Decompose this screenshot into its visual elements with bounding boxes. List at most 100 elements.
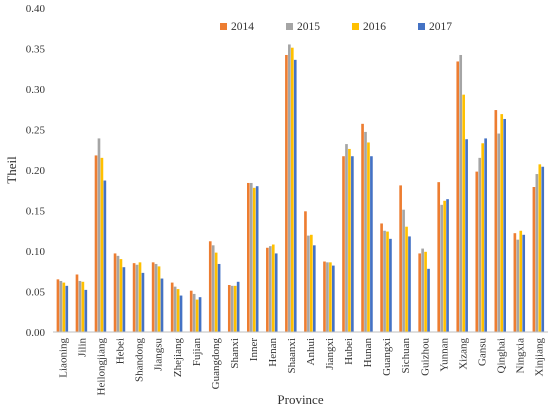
y-tick-label: 0.40 <box>26 3 46 15</box>
bar-2016-qinghai <box>500 114 504 332</box>
bar-2016-hunan <box>367 142 370 332</box>
bar-2014-shaanxi <box>285 54 288 332</box>
y-axis-title: Theil <box>4 156 19 184</box>
x-tick-label: Fujian <box>191 338 203 367</box>
bar-2017-xinjiang <box>541 166 545 332</box>
bar-2014-liaoning <box>56 279 60 332</box>
bar-2015-jiangxi <box>326 262 329 332</box>
bar-2016-xizang <box>462 94 465 332</box>
bar-2014-anhui <box>304 211 307 332</box>
x-tick-label: Xinjiang <box>533 338 545 377</box>
x-tick-label: Shanxi <box>229 338 241 369</box>
bar-2016-liaoning <box>62 282 66 332</box>
bar-2014-hunan <box>361 123 364 332</box>
bar-2015-jiangsu <box>154 263 158 332</box>
bar-2015-shaanxi <box>288 44 291 332</box>
y-tick-label: 0.10 <box>26 246 46 258</box>
x-tick-label: Shaanxi <box>286 338 298 373</box>
bar-2015-fujian <box>192 293 196 332</box>
bar-2015-guangxi <box>383 230 386 332</box>
bar-2017-qinghai <box>503 118 506 332</box>
x-tick-label: Sichuan <box>400 338 412 374</box>
bar-2015-hebei <box>116 255 120 332</box>
bar-2014-hubei <box>342 156 345 332</box>
x-tick-label: Guangxi <box>381 338 393 376</box>
bar-2014-heilongjiang <box>94 155 98 332</box>
bar-2015-heilongjiang <box>97 138 101 332</box>
bar-2017-guangxi <box>389 238 392 332</box>
y-tick-label: 0.25 <box>26 125 46 137</box>
x-tick-label: Heilongjiang <box>96 338 108 396</box>
bar-2016-xinjiang <box>538 164 542 332</box>
bar-2016-fujian <box>195 299 199 332</box>
bar-2017-liaoning <box>65 285 69 332</box>
bar-2016-guangdong <box>214 252 218 332</box>
bar-2016-jiangxi <box>329 262 332 332</box>
x-tick-label: Jiangxi <box>324 338 336 370</box>
y-tick-label: 0.00 <box>26 327 46 339</box>
bar-2015-guangdong <box>211 245 215 332</box>
bar-2017-jilin <box>84 289 88 332</box>
bar-2017-shandong <box>141 272 145 332</box>
x-tick-label: Jilin <box>77 338 89 357</box>
bar-2017-shaanxi <box>293 59 297 333</box>
bar-2017-sichuan <box>408 236 411 332</box>
bar-2014-fujian <box>189 290 193 332</box>
bar-2017-shanxi <box>236 281 240 332</box>
bar-2014-guangdong <box>208 241 212 332</box>
x-tick-label: Gansu <box>476 338 488 367</box>
y-tick-label: 0.15 <box>26 206 46 218</box>
bar-2017-jiangsu <box>160 278 164 332</box>
bar-2015-anhui <box>307 235 310 332</box>
bar-2014-shanxi <box>227 285 231 332</box>
x-tick-label: Zhejiang <box>172 338 184 378</box>
bar-2014-sichuan <box>399 185 402 332</box>
bar-2016-heilongjiang <box>100 157 104 332</box>
bar-2017-ningxia <box>522 234 526 332</box>
bar-2014-zhejiang <box>170 282 174 332</box>
x-tick-label: Hunan <box>362 338 374 368</box>
bar-2017-hebei <box>122 267 126 332</box>
bar-2016-jilin <box>81 281 85 332</box>
bar-2016-zhejiang <box>176 289 180 332</box>
bar-2014-gansu <box>475 171 479 332</box>
x-axis-ticks: Liaoning Jilin Heilongjiang Hebei Shandong Ji… <box>58 338 546 396</box>
x-tick-label: Anhui <box>305 338 317 366</box>
x-tick-label: Guangdong <box>210 338 222 390</box>
bar-2014-ningxia <box>513 233 517 332</box>
x-tick-label: Qinghai <box>495 338 507 373</box>
x-tick-label: Yunnan <box>438 338 450 372</box>
bar-2015-liaoning <box>59 280 63 332</box>
y-tick-label: 0.35 <box>26 44 46 56</box>
bar-2017-fujian <box>198 297 202 332</box>
y-tick-label: 0.20 <box>26 165 46 177</box>
legend: 2014 2015 2016 2017 <box>220 21 452 33</box>
y-tick-label: 0.30 <box>26 84 46 96</box>
bar-2014-xizang <box>456 61 460 333</box>
bar-2016-anhui <box>310 234 313 332</box>
bar-2015-yunnan <box>440 204 443 332</box>
bar-2014-guangxi <box>380 223 383 332</box>
bar-2016-guangxi <box>386 231 389 332</box>
bar-2014-hebei <box>113 253 117 332</box>
bar-2014-henan <box>266 247 269 332</box>
x-tick-label: Hebei <box>115 338 127 364</box>
bar-2016-sichuan <box>405 226 408 332</box>
y-axis-ticks: 0.00 0.05 0.10 0.15 0.20 0.25 0.30 0.35 0.40 <box>26 3 46 339</box>
bar-2014-yunnan <box>437 182 441 332</box>
bar-2016-shandong <box>138 262 142 332</box>
bar-2017-yunnan <box>446 199 449 332</box>
bar-2015-shandong <box>135 264 139 332</box>
bar-2014-qinghai <box>494 110 498 332</box>
bar-2015-ningxia <box>516 239 520 332</box>
bar-2014-inner <box>247 182 250 332</box>
x-tick-label: Hubei <box>343 338 355 365</box>
x-tick-label: Xizang <box>457 338 469 370</box>
bar-2014-xinjiang <box>532 187 536 332</box>
x-tick-label: Liaoning <box>58 338 70 378</box>
bar-2014-jiangsu <box>151 262 155 332</box>
x-tick-label: Guizhou <box>419 338 431 376</box>
legend-label-2017: 2017 <box>429 21 452 33</box>
bar-2017-zhejiang <box>179 295 183 332</box>
legend-swatch-2016 <box>352 23 359 30</box>
